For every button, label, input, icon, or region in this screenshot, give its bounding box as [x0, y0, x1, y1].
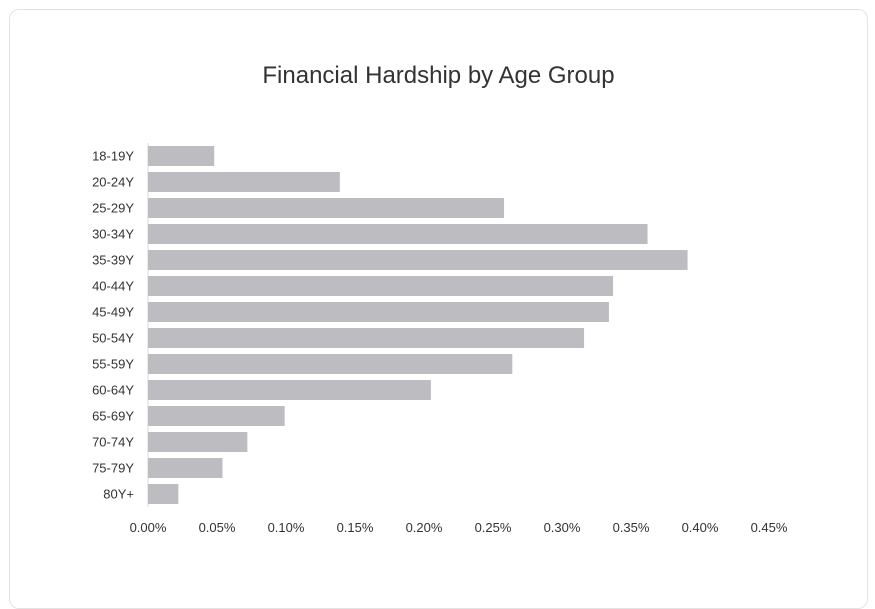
- bar-55-59Y[interactable]: [148, 354, 513, 374]
- bar-45-49Y[interactable]: [148, 302, 609, 322]
- x-tick-label: 0.30%: [544, 520, 581, 535]
- x-tick-label: 0.20%: [406, 520, 443, 535]
- category-label: 25-29Y: [92, 201, 134, 216]
- category-label: 40-44Y: [92, 279, 134, 294]
- x-tick-label: 0.25%: [475, 520, 512, 535]
- category-label: 70-74Y: [92, 435, 134, 450]
- category-label: 20-24Y: [92, 175, 134, 190]
- bar-30-34Y[interactable]: [148, 224, 648, 244]
- category-label: 65-69Y: [92, 409, 134, 424]
- category-label: 35-39Y: [92, 253, 134, 268]
- bar-75-79Y[interactable]: [148, 458, 223, 478]
- x-tick-label: 0.35%: [613, 520, 650, 535]
- x-tick-label: 0.40%: [682, 520, 719, 535]
- bar-80Y+[interactable]: [148, 484, 179, 504]
- category-label: 30-34Y: [92, 227, 134, 242]
- category-label: 45-49Y: [92, 305, 134, 320]
- x-tick-label: 0.00%: [130, 520, 167, 535]
- category-label: 80Y+: [103, 487, 134, 502]
- bar-35-39Y[interactable]: [148, 250, 688, 270]
- category-label: 60-64Y: [92, 383, 134, 398]
- x-tick-label: 0.15%: [337, 520, 374, 535]
- bar-25-29Y[interactable]: [148, 198, 505, 218]
- bar-70-74Y[interactable]: [148, 432, 248, 452]
- x-tick-label: 0.05%: [199, 520, 236, 535]
- bar-20-24Y[interactable]: [148, 172, 340, 192]
- category-label: 18-19Y: [92, 149, 134, 164]
- category-label: 55-59Y: [92, 357, 134, 372]
- bar-60-64Y[interactable]: [148, 380, 431, 400]
- x-tick-label: 0.45%: [751, 520, 788, 535]
- bar-50-54Y[interactable]: [148, 328, 585, 348]
- chart-title: Financial Hardship by Age Group: [262, 62, 615, 89]
- bar-40-44Y[interactable]: [148, 276, 614, 296]
- x-tick-label: 0.10%: [268, 520, 305, 535]
- bar-65-69Y[interactable]: [148, 406, 285, 426]
- bar-chart: 18-19Y 20-24Y 25-29Y 30-34Y 35-39Y 40-44Y 45-4…: [92, 143, 788, 535]
- category-label: 50-54Y: [92, 331, 134, 346]
- category-label: 75-79Y: [92, 461, 134, 476]
- bar-18-19Y[interactable]: [148, 146, 215, 166]
